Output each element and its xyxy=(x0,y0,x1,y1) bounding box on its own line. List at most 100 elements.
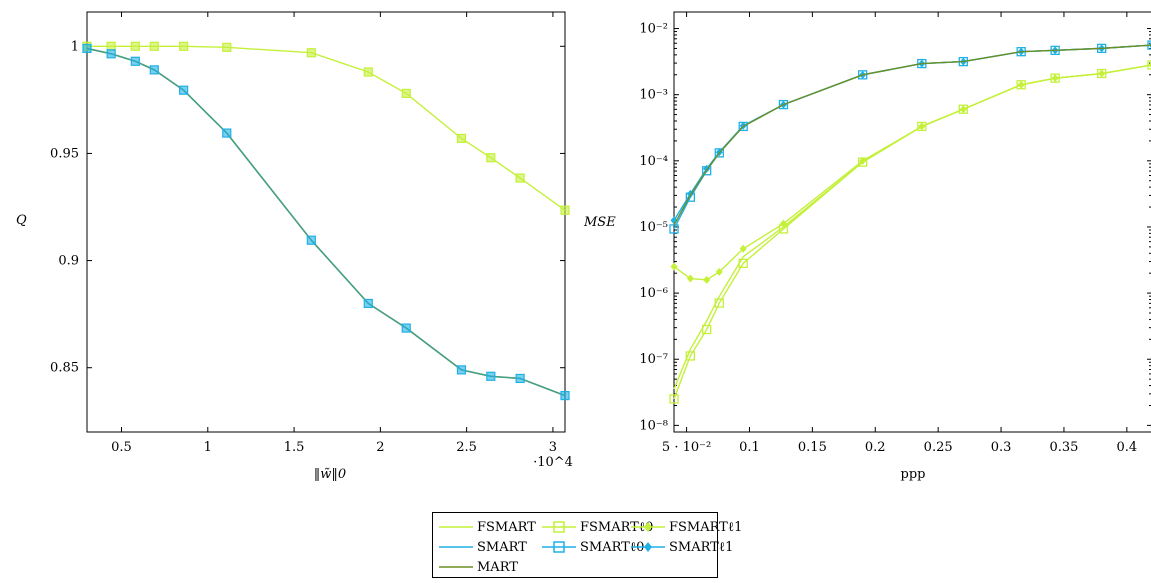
right-point-diamond xyxy=(703,275,711,284)
legend-swatch-fsmart-l1 xyxy=(631,522,665,532)
legend-item-fsmart-l1: FSMARTℓ1 xyxy=(631,518,742,536)
right-point-diamond xyxy=(670,262,678,271)
left-x-tick-label: 3 xyxy=(549,440,557,455)
left-point-fsmart xyxy=(486,153,496,163)
right-point-square xyxy=(685,351,696,361)
legend-label-fsmart-l0: FSMARTℓ0 xyxy=(580,520,654,535)
left-line-smart xyxy=(86,47,566,397)
legend-label-fsmart-l1: FSMARTℓ1 xyxy=(669,520,743,535)
right-point-square xyxy=(702,324,712,335)
legend-item-smart-l0: SMARTℓ0 xyxy=(542,538,644,556)
legend-swatch-smart xyxy=(439,546,473,548)
left-point-smart xyxy=(486,371,496,381)
left-point-fsmart xyxy=(401,88,411,99)
legend-label-fsmart: FSMART xyxy=(477,519,536,535)
left-point-smart xyxy=(456,365,467,375)
left-point-smart xyxy=(106,49,116,59)
right-line-smart xyxy=(673,44,1151,230)
left-y-tick-label: 0.9 xyxy=(58,254,79,269)
left-point-smart xyxy=(515,373,525,384)
legend-item-mart: MART xyxy=(439,558,518,576)
left-x-tick-label: 1 xyxy=(204,440,212,455)
left-line-mart xyxy=(86,47,566,397)
left-point-smart xyxy=(401,323,411,333)
left-x-tick-label: 1.5 xyxy=(284,440,305,455)
legend-swatch-mart xyxy=(439,566,473,568)
left-point-fsmart xyxy=(560,205,570,215)
right-point-diamond xyxy=(739,244,747,253)
right-x-tick-label: 0.35 xyxy=(1049,440,1078,455)
right-y-tick-label: 10⁻⁴ xyxy=(639,154,668,169)
left-point-fsmart xyxy=(130,41,140,51)
left-point-fsmart xyxy=(106,41,116,51)
legend-label-smart: SMART xyxy=(477,539,527,555)
left-x-tick-label: 2 xyxy=(376,440,384,455)
right-y-tick-label: 10⁻⁷ xyxy=(639,352,668,367)
right-point-square xyxy=(669,394,679,404)
left-point-fsmart xyxy=(149,41,159,51)
right-x-tick-label: 0.3 xyxy=(991,440,1012,455)
right-x-tick-label: 0.15 xyxy=(798,440,827,455)
legend-swatch-smart-l0 xyxy=(542,541,576,553)
right-point-diamond xyxy=(686,274,694,283)
left-point-smart xyxy=(82,43,92,54)
right-x-tick-label: 0.25 xyxy=(924,440,953,455)
right-x-axis-label: ppp xyxy=(901,467,926,482)
left-point-smart xyxy=(149,65,159,75)
left-axes: 0.5 1 1.5 2 2.5 3 0.85 0.9 0.95 1 xyxy=(50,12,565,455)
legend-swatch-fsmart xyxy=(439,526,473,528)
legend-label-mart: MART xyxy=(477,559,518,575)
legend: FSMART FSMARTℓ0 FSMARTℓ1 SMART SMARTℓ0 S… xyxy=(432,512,742,578)
left-chart: 0.5 1 1.5 2 2.5 3 0.85 0.9 0.95 1 Q ‖w̃‖0 ·10^4 xyxy=(16,11,573,482)
left-y-axis-label: Q xyxy=(16,213,27,228)
left-point-fsmart xyxy=(363,67,373,77)
right-chart: 5 · 10⁻² 0.1 0.15 0.2 0.25 0.3 0.35 0.4 10⁻⁸ 10⁻⁷… xyxy=(583,11,1151,482)
left-point-fsmart xyxy=(222,42,232,52)
legend-swatch-fsmart-l0 xyxy=(542,521,576,533)
left-point-smart xyxy=(179,85,189,95)
legend-item-smart: SMART xyxy=(439,538,527,556)
left-point-fsmart xyxy=(306,48,316,58)
left-point-smart xyxy=(560,390,570,401)
right-y-tick-label: 10⁻⁸ xyxy=(639,418,668,433)
right-x-tick-label: 0.4 xyxy=(1116,440,1137,455)
right-y-axis-label: MSE xyxy=(583,215,616,230)
legend-item-smart-l1: SMARTℓ1 xyxy=(631,538,733,556)
legend-label-smart-l1: SMARTℓ1 xyxy=(669,540,734,555)
right-x-tick-label: 0.1 xyxy=(739,440,760,455)
right-x-tick-label: 0.2 xyxy=(865,440,886,455)
right-line-mart xyxy=(673,44,1151,226)
left-y-tick-label: 1 xyxy=(71,39,79,54)
right-line-fsmart xyxy=(673,64,1151,390)
left-point-smart xyxy=(363,298,373,309)
right-y-tick-label: 10⁻⁶ xyxy=(639,286,668,301)
legend-item-fsmart: FSMART xyxy=(439,518,536,536)
left-x-axis-label: ‖w̃‖0 xyxy=(314,467,346,482)
right-line-fsmart xyxy=(673,64,1151,400)
left-point-fsmart xyxy=(456,133,467,144)
left-y-tick-label: 0.95 xyxy=(50,146,79,161)
right-point-diamond xyxy=(715,267,723,276)
right-y-tick-label: 10⁻³ xyxy=(639,88,668,103)
right-plot-frame xyxy=(673,11,1151,433)
left-x-multiplier: ·10^4 xyxy=(533,455,573,470)
right-axes: 5 · 10⁻² 0.1 0.15 0.2 0.25 0.3 0.35 0.4 10⁻⁸ 10⁻⁷… xyxy=(639,12,1151,455)
legend-label-smart-l0: SMARTℓ0 xyxy=(580,540,645,555)
figure-canvas: 0.5 1 1.5 2 2.5 3 0.85 0.9 0.95 1 Q ‖w̃‖0 ·10^4 5… xyxy=(16,11,1151,482)
left-x-tick-label: 2.5 xyxy=(456,440,477,455)
left-point-smart xyxy=(306,235,316,245)
legend-item-fsmart-l0: FSMARTℓ0 xyxy=(542,518,653,536)
right-series xyxy=(669,40,1151,404)
left-point-smart xyxy=(130,56,140,66)
right-y-tick-label: 10⁻⁵ xyxy=(639,220,668,235)
left-point-fsmart xyxy=(179,41,189,51)
left-point-smart xyxy=(222,128,232,138)
left-series xyxy=(82,41,570,401)
left-y-tick-label: 0.85 xyxy=(50,361,79,376)
right-x-tick-label: 5 · 10⁻² xyxy=(662,440,711,455)
legend-swatch-smart-l1 xyxy=(631,542,665,552)
right-y-tick-label: 10⁻² xyxy=(639,22,668,37)
left-plot-frame xyxy=(86,11,566,433)
left-x-tick-label: 0.5 xyxy=(111,440,132,455)
left-point-fsmart xyxy=(515,173,525,183)
